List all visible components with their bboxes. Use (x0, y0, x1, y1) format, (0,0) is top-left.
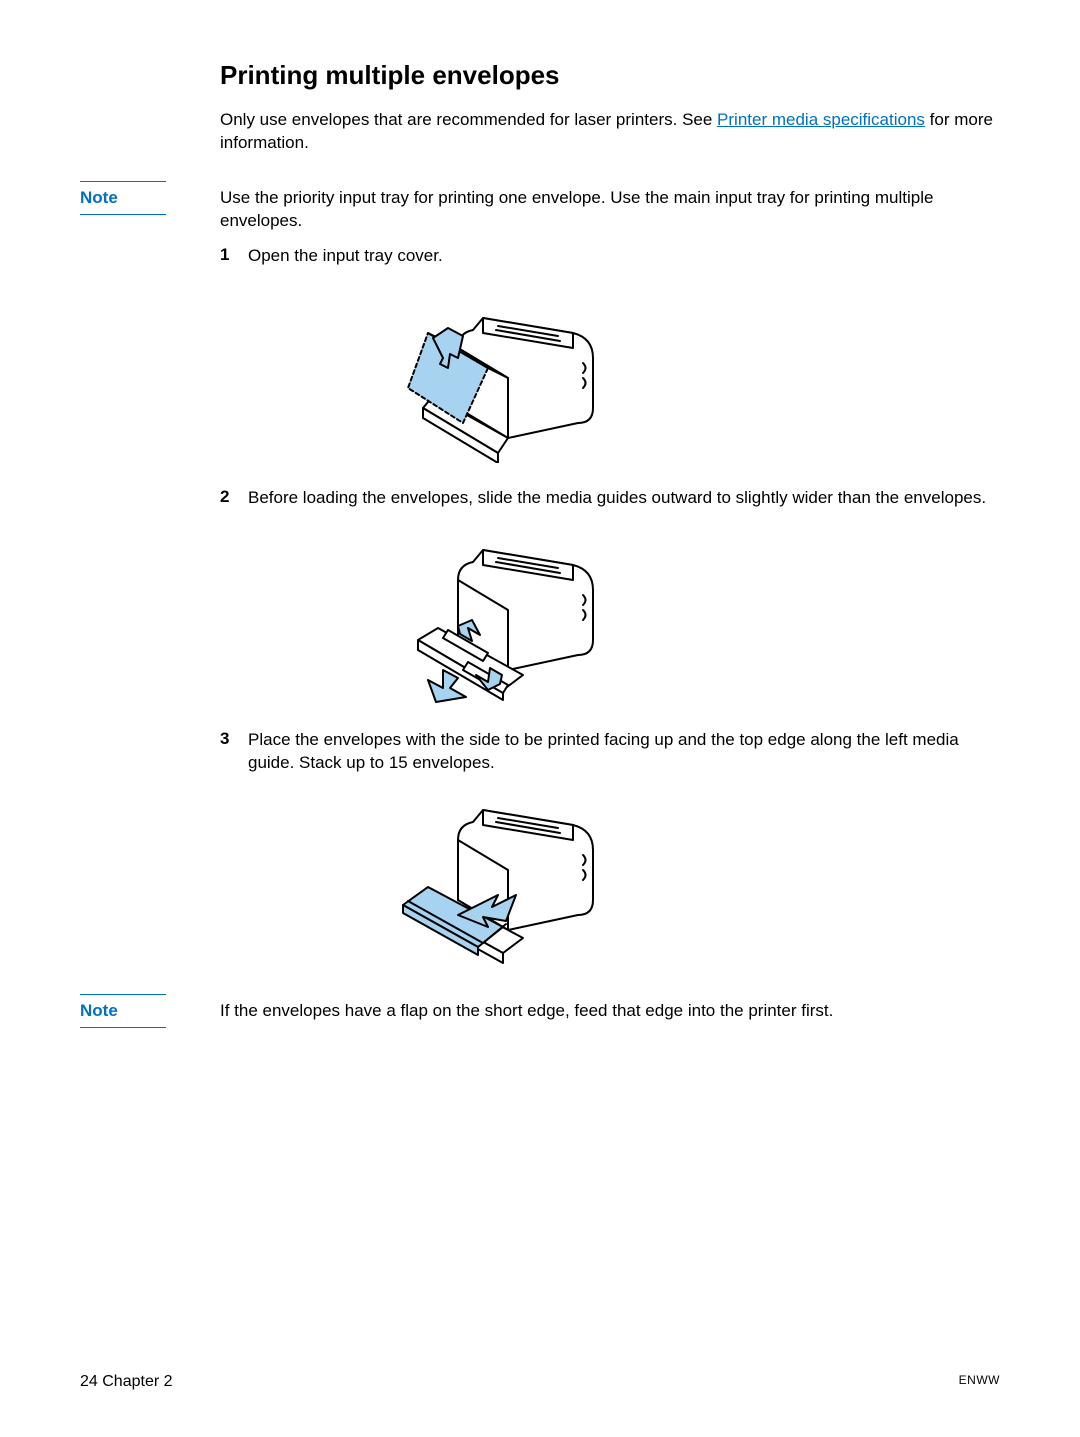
illustration-3 (388, 795, 1000, 970)
page-title: Printing multiple envelopes (220, 60, 1000, 91)
intro-before-link: Only use envelopes that are recommended … (220, 110, 717, 129)
footer-chapter: Chapter 2 (102, 1373, 172, 1390)
step-text: Before loading the envelopes, slide the … (248, 487, 986, 510)
step-1: 1 Open the input tray cover. (220, 245, 1000, 268)
footer-left: 24 Chapter 2 (80, 1373, 173, 1391)
step-number: 2 (220, 487, 248, 510)
note-label-wrap: Note (80, 181, 220, 215)
media-spec-link[interactable]: Printer media specifications (717, 110, 925, 129)
step-number: 1 (220, 245, 248, 268)
note-label: Note (80, 181, 166, 215)
steps-list: 1 Open the input tray cover. (220, 245, 1000, 970)
note-row-2: Note If the envelopes have a flap on the… (80, 994, 1000, 1028)
note-text: If the envelopes have a flap on the shor… (220, 994, 833, 1023)
step-2: 2 Before loading the envelopes, slide th… (220, 487, 1000, 510)
footer-right: ENWW (959, 1373, 1000, 1391)
step-number: 3 (220, 729, 248, 775)
note-label: Note (80, 994, 166, 1028)
step-text: Place the envelopes with the side to be … (248, 729, 1000, 775)
illustration-2 (388, 530, 1000, 705)
note-row-1: Note Use the priority input tray for pri… (80, 181, 1000, 233)
note-label-wrap: Note (80, 994, 220, 1028)
note-text: Use the priority input tray for printing… (220, 181, 1000, 233)
page-footer: 24 Chapter 2 ENWW (80, 1373, 1000, 1391)
step-3: 3 Place the envelopes with the side to b… (220, 729, 1000, 775)
intro-paragraph: Only use envelopes that are recommended … (220, 109, 1000, 155)
step-text: Open the input tray cover. (248, 245, 443, 268)
illustration-1 (388, 288, 1000, 463)
document-page: Printing multiple envelopes Only use env… (0, 0, 1080, 1437)
footer-page-number: 24 (80, 1373, 98, 1390)
